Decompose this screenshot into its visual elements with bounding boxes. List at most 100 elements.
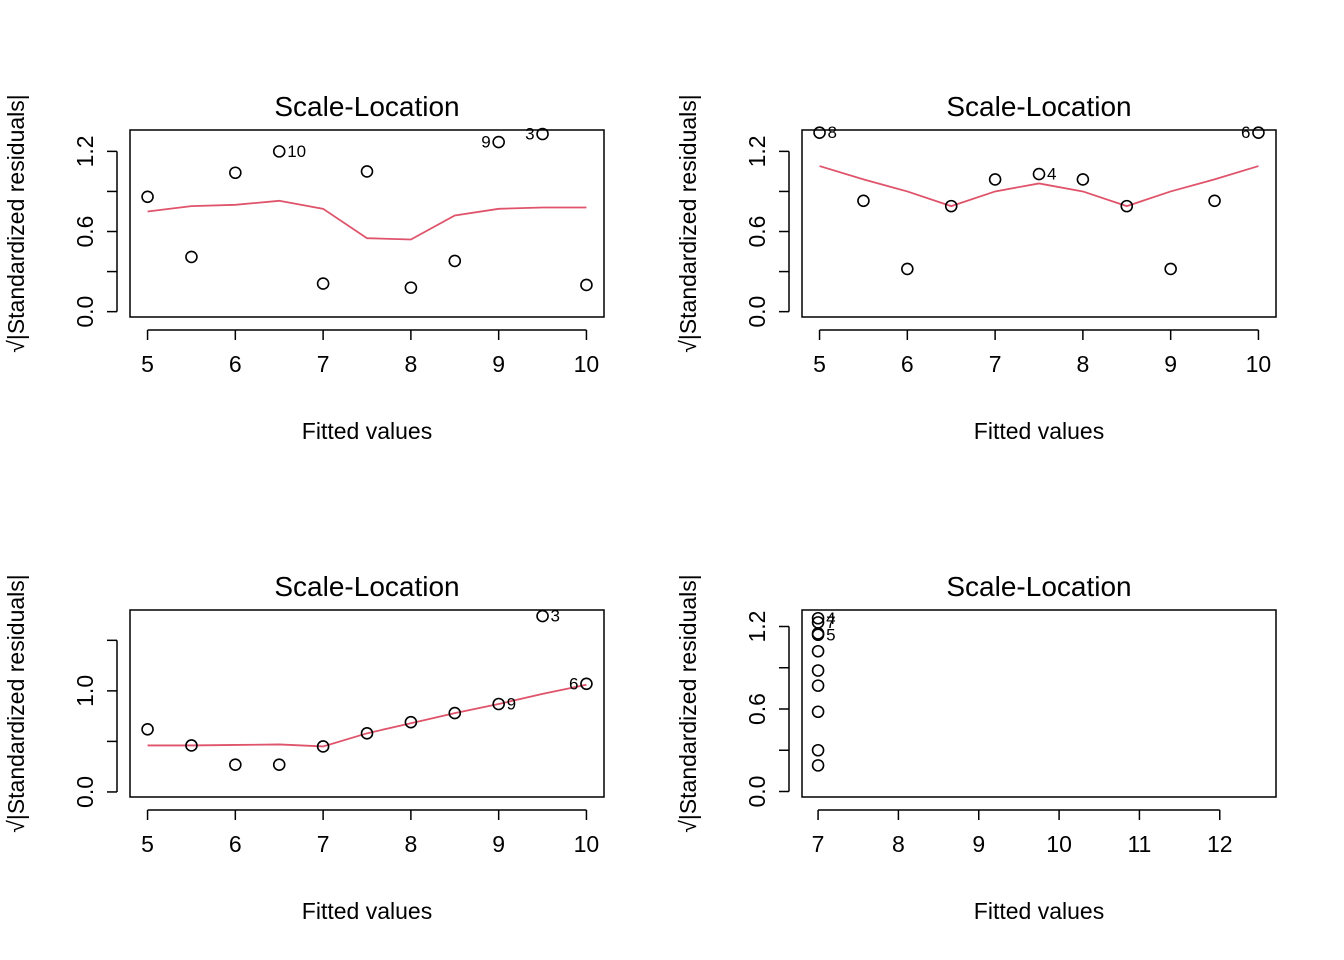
data-point <box>988 173 1002 186</box>
data-point <box>404 281 418 294</box>
chart-title: Scale-Location <box>946 571 1131 602</box>
y-tick-label: 0.6 <box>744 693 770 725</box>
y-axis-label: √|Standardized residuals| <box>675 574 701 833</box>
data-point <box>811 679 825 692</box>
point-label: 6 <box>569 674 578 693</box>
data-point <box>811 705 825 719</box>
x-axis: 5 6 7 8 9 10 <box>813 329 1271 377</box>
data-point <box>536 127 549 141</box>
data-point <box>185 250 198 264</box>
x-tick-label: 5 <box>813 351 826 377</box>
data-point <box>811 611 825 625</box>
data-point <box>811 759 825 772</box>
point-label: 10 <box>287 142 306 161</box>
data-point <box>272 145 286 158</box>
y-axis: 0.0 0.6 1.2 <box>72 135 118 328</box>
x-tick-label: 5 <box>141 351 154 377</box>
y-axis-label: √|Standardized residuals| <box>3 94 29 353</box>
plot-frame <box>801 609 1277 798</box>
x-tick-label: 12 <box>1207 831 1233 857</box>
x-tick-label: 6 <box>901 351 914 377</box>
y-tick-label: 1.2 <box>744 611 770 643</box>
point-label: 4 <box>1047 165 1056 184</box>
chart-title: Scale-Location <box>946 91 1131 122</box>
x-axis-label: Fitted values <box>302 898 432 924</box>
x-axis: 5 6 7 8 9 10 <box>141 329 600 377</box>
point-label: 7 <box>826 613 835 632</box>
x-tick-label: 10 <box>1046 831 1072 857</box>
panel-1: Scale-Location 5 6 7 8 9 10 Fitted values 0.0 0.6… <box>3 91 605 444</box>
data-point <box>492 135 505 149</box>
x-tick-label: 7 <box>812 831 825 857</box>
data-point <box>141 190 154 204</box>
plot-frame <box>801 129 1277 318</box>
data-point <box>1076 173 1090 186</box>
data-point <box>901 262 914 276</box>
x-tick-label: 7 <box>317 831 330 857</box>
data-point <box>229 166 242 180</box>
data-point <box>448 706 462 720</box>
data-point <box>857 194 870 208</box>
data-point <box>141 722 154 736</box>
data-point <box>1032 167 1046 181</box>
data-point <box>360 165 374 178</box>
data-point <box>448 254 462 268</box>
x-tick-label: 9 <box>492 351 505 377</box>
data-point <box>404 715 418 729</box>
data-point <box>1120 199 1134 213</box>
y-axis-label: √|Standardized residuals| <box>3 574 29 833</box>
smooth-line <box>147 199 587 241</box>
y-tick-label: 0.0 <box>72 296 98 328</box>
y-tick-label: 0.0 <box>744 296 770 328</box>
data-points <box>813 126 1265 276</box>
x-tick-label: 9 <box>972 831 985 857</box>
x-axis: 7 8 9 10 11 12 <box>812 809 1233 857</box>
y-tick-label: 0.6 <box>744 216 770 248</box>
y-tick-label: 1.2 <box>72 135 98 167</box>
x-tick-label: 8 <box>404 831 417 857</box>
x-axis-label: Fitted values <box>974 898 1104 924</box>
data-point <box>316 277 330 290</box>
x-axis: 5 6 7 8 9 10 <box>141 809 600 857</box>
point-label: 8 <box>828 123 837 142</box>
x-tick-label: 10 <box>574 351 600 377</box>
data-point <box>360 727 374 740</box>
x-tick-label: 7 <box>317 351 330 377</box>
data-point <box>316 740 330 753</box>
data-point <box>944 199 958 213</box>
y-tick-label: 1.2 <box>744 135 770 167</box>
point-label: 3 <box>525 125 534 144</box>
data-point <box>580 278 593 292</box>
data-point <box>185 739 198 752</box>
x-tick-label: 6 <box>229 831 242 857</box>
data-point <box>811 664 825 677</box>
data-point <box>1252 126 1265 139</box>
plot-frame <box>129 609 605 798</box>
x-tick-label: 11 <box>1127 831 1151 857</box>
data-point <box>1208 194 1221 208</box>
y-axis-label: √|Standardized residuals| <box>675 94 701 353</box>
data-points <box>811 611 825 772</box>
y-axis: 0.0 0.6 1.2 <box>744 135 790 328</box>
data-point <box>811 644 825 658</box>
data-point <box>272 758 286 771</box>
x-tick-label: 8 <box>892 831 905 857</box>
y-axis: 0.0 1.0 <box>72 639 118 808</box>
point-label: 4 <box>826 609 835 628</box>
x-tick-label: 8 <box>404 351 417 377</box>
x-tick-label: 6 <box>229 351 242 377</box>
data-point <box>492 697 505 711</box>
x-tick-label: 10 <box>574 831 600 857</box>
data-point <box>811 743 825 757</box>
point-label: 6 <box>1241 123 1250 142</box>
point-label: 5 <box>826 625 835 644</box>
chart-title: Scale-Location <box>274 571 459 602</box>
panel-3: Scale-Location 5 6 7 8 9 10 Fitted values 0.0 1.0… <box>3 571 605 924</box>
data-point <box>229 758 242 771</box>
data-point <box>813 126 826 139</box>
x-tick-label: 7 <box>989 351 1002 377</box>
point-label: 9 <box>481 133 490 152</box>
x-tick-label: 9 <box>492 831 505 857</box>
